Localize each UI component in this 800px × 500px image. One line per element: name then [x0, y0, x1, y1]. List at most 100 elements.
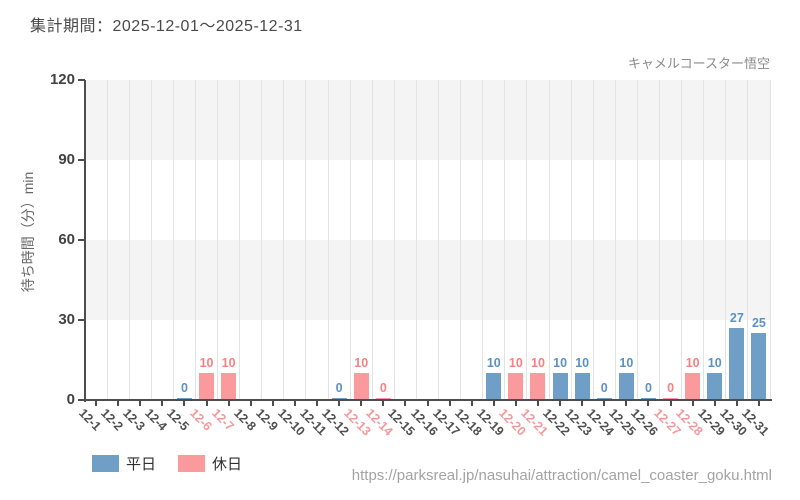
y-axis-tick — [78, 79, 85, 81]
x-axis-tick — [227, 401, 230, 406]
vertical-gridline — [747, 80, 749, 400]
bar-value-label-12-13: 10 — [354, 356, 369, 370]
vertical-gridline — [283, 80, 285, 400]
y-axis-tick — [78, 239, 85, 241]
y-tick-label: 120 — [49, 71, 75, 88]
bar-12-20[interactable] — [508, 373, 524, 400]
y-axis-tick — [78, 399, 85, 401]
y-tick-label: 0 — [66, 391, 75, 408]
x-tick-label-12-2: 12-2 — [98, 406, 126, 434]
bar-12-22[interactable] — [552, 373, 568, 400]
bar-12-6[interactable] — [199, 373, 215, 400]
x-axis-tick — [669, 401, 672, 406]
bar-value-label-12-29: 10 — [707, 356, 722, 370]
bar-12-29[interactable] — [707, 373, 723, 400]
vertical-gridline — [725, 80, 727, 400]
vertical-gridline — [681, 80, 683, 400]
x-axis-tick — [757, 401, 760, 406]
x-axis-tick — [514, 401, 517, 406]
bar-value-label-12-12: 0 — [335, 381, 343, 395]
bar-value-label-12-24: 0 — [600, 381, 608, 395]
vertical-gridline — [371, 80, 373, 400]
vertical-gridline — [460, 80, 462, 400]
bar-value-label-12-23: 10 — [575, 356, 590, 370]
legend-label-weekend: 休日 — [212, 456, 243, 473]
x-axis-tick — [426, 401, 429, 406]
x-axis-tick — [139, 401, 142, 406]
source-url-text: https://parksreal.jp/nasuhai/attraction/… — [351, 467, 772, 484]
legend-swatch-weekday — [92, 455, 119, 472]
bar-value-label-12-6: 10 — [199, 356, 214, 370]
vertical-gridline — [106, 80, 108, 400]
vertical-gridline — [415, 80, 417, 400]
chart-plot-area: 0 10 10 0 10 0 10 10 10 10 10 0 10 0 0 10 10 27 25 — [85, 80, 771, 400]
plot-band — [85, 160, 770, 240]
x-axis-tick — [271, 401, 274, 406]
aggregation-period-title: 集計期間：2025-12-01～2025-12-31 — [30, 18, 303, 35]
bar-value-label-12-19: 10 — [486, 356, 501, 370]
x-axis-tick — [95, 401, 98, 406]
bar-12-21[interactable] — [530, 373, 546, 400]
y-axis-tick — [78, 319, 85, 321]
x-axis-line — [84, 399, 772, 401]
x-tick-label-12-9: 12-9 — [252, 406, 281, 434]
bar-12-28[interactable] — [685, 373, 701, 400]
vertical-gridline — [239, 80, 241, 400]
vertical-gridline — [261, 80, 263, 400]
bar-value-label-12-7: 10 — [221, 356, 236, 370]
vertical-gridline — [526, 80, 528, 400]
x-axis-tick — [249, 401, 252, 406]
bar-12-19[interactable] — [486, 373, 502, 400]
bar-value-label-12-31: 25 — [751, 316, 766, 330]
bar-12-25[interactable] — [618, 373, 634, 400]
x-axis-tick — [691, 401, 694, 406]
bar-12-23[interactable] — [574, 373, 590, 400]
x-axis-tick — [404, 401, 407, 406]
vertical-gridline — [150, 80, 152, 400]
x-axis-tick — [205, 401, 208, 406]
bar-value-label-12-30: 27 — [729, 311, 744, 325]
vertical-gridline — [570, 80, 572, 400]
y-tick-label: 60 — [58, 231, 75, 248]
bar-value-label-12-27: 0 — [667, 381, 675, 395]
vertical-gridline — [504, 80, 506, 400]
vertical-gridline — [194, 80, 196, 400]
bar-12-13[interactable] — [353, 373, 369, 400]
y-axis-tick — [78, 159, 85, 161]
x-tick-label-12-8: 12-8 — [230, 406, 259, 434]
x-axis-tick — [448, 401, 451, 406]
bar-12-30[interactable] — [729, 328, 745, 400]
bar-12-7[interactable] — [221, 373, 237, 400]
x-axis-tick — [492, 401, 495, 406]
x-axis-tick — [713, 401, 716, 406]
vertical-gridline — [548, 80, 550, 400]
legend-item-weekday[interactable]: 平日 — [92, 453, 156, 474]
x-axis-tick — [735, 401, 738, 406]
vertical-gridline — [217, 80, 219, 400]
legend-swatch-weekend — [178, 455, 206, 472]
vertical-gridline — [636, 80, 638, 400]
legend-item-weekend[interactable]: 休日 — [178, 453, 242, 474]
bar-value-label-12-5: 0 — [180, 381, 188, 395]
x-tick-label-12-6: 12-6 — [186, 406, 215, 434]
vertical-gridline — [703, 80, 705, 400]
x-axis-tick — [559, 401, 562, 406]
bar-value-label-12-26: 0 — [644, 381, 652, 395]
vertical-gridline — [349, 80, 351, 400]
vertical-gridline — [128, 80, 130, 400]
x-axis-tick — [625, 401, 628, 406]
x-tick-label-12-3: 12-3 — [120, 406, 148, 434]
vertical-gridline — [592, 80, 594, 400]
y-axis-line — [84, 80, 86, 402]
x-axis-tick — [161, 401, 164, 406]
bar-value-label-12-28: 10 — [685, 356, 700, 370]
x-axis-tick — [382, 401, 385, 406]
bar-value-label-12-14: 0 — [379, 381, 387, 395]
x-axis-tick — [581, 401, 584, 406]
bar-12-31[interactable] — [751, 333, 767, 400]
x-axis-tick — [183, 401, 186, 406]
bar-value-label-12-20: 10 — [508, 356, 523, 370]
x-axis-tick — [117, 401, 120, 406]
plot-band — [85, 80, 770, 160]
